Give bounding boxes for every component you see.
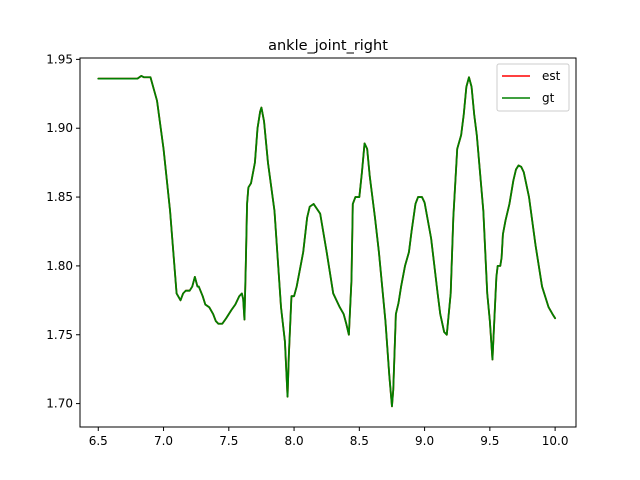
y-axis: 1.70 1.75 1.80 1.85 1.90 1.95 (46, 52, 80, 411)
legend-label-gt: gt (542, 91, 555, 105)
legend: est gt (496, 63, 570, 112)
chart-title: ankle_joint_right (268, 38, 388, 54)
x-axis: 6.5 7.0 7.5 8.0 8.5 9.0 9.5 10.0 (89, 427, 569, 448)
y-tick-label: 1.70 (46, 397, 73, 411)
series-line-gt (97, 75, 557, 408)
x-tick-label: 7.5 (219, 434, 238, 448)
series-layer (97, 75, 557, 408)
y-tick-label: 1.75 (46, 328, 73, 342)
x-tick-label: 9.5 (480, 434, 499, 448)
y-tick-label: 1.95 (46, 52, 73, 66)
x-tick-label: 6.5 (89, 434, 108, 448)
plot-frame (79, 57, 577, 428)
x-tick-label: 9.0 (415, 434, 434, 448)
x-tick-label: 10.0 (542, 434, 569, 448)
legend-label-est: est (542, 69, 561, 83)
y-tick-label: 1.85 (46, 190, 73, 204)
y-tick-label: 1.80 (46, 259, 73, 273)
x-tick-label: 7.0 (154, 434, 173, 448)
y-tick-label: 1.90 (46, 121, 73, 135)
x-tick-label: 8.0 (285, 434, 304, 448)
x-tick-label: 8.5 (350, 434, 369, 448)
